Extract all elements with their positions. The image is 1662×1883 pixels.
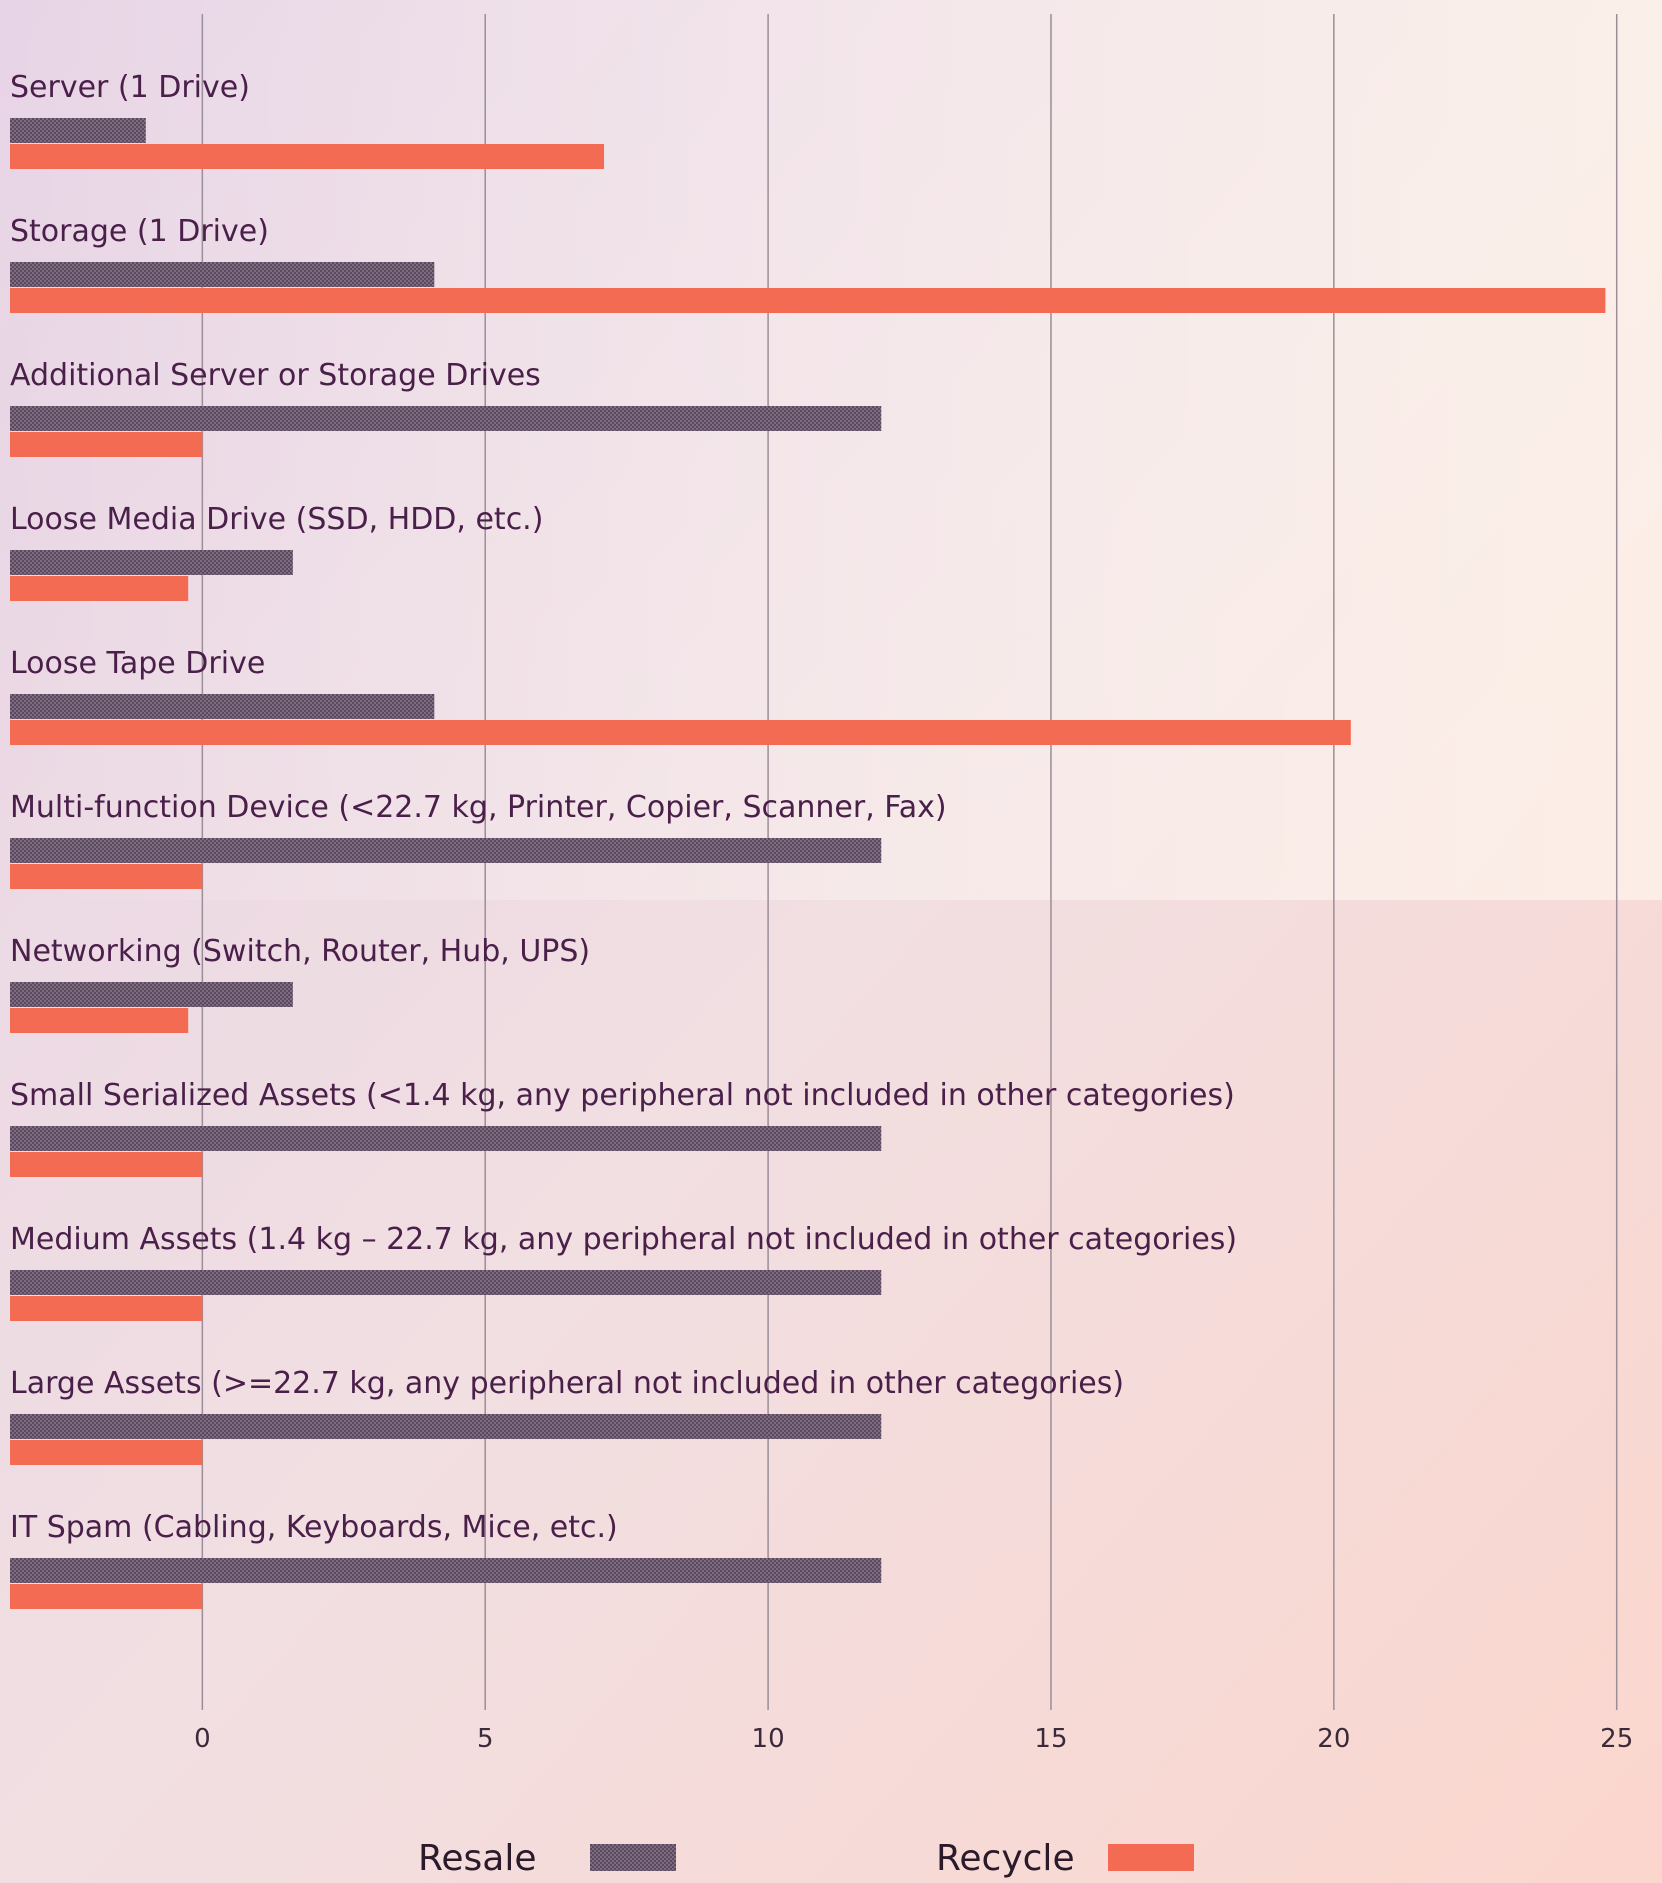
x-tick-label: 15 [1034,1724,1067,1754]
bar [10,694,435,719]
bar [10,288,1606,313]
bar [10,550,293,575]
bar [10,432,203,457]
x-tick-label: 5 [477,1724,494,1754]
category-label: IT Spam (Cabling, Keyboards, Mice, etc.) [10,1510,618,1545]
category-label: Loose Tape Drive [10,646,265,681]
legend-label: Resale [418,1838,537,1879]
bar [10,838,882,863]
bar [10,1296,203,1321]
bar [10,1558,882,1583]
category-label: Storage (1 Drive) [10,214,269,249]
bar [10,720,1351,745]
bar [10,1152,203,1177]
bar [10,1584,203,1609]
category-label: Networking (Switch, Router, Hub, UPS) [10,934,590,969]
bar [10,982,293,1007]
bar [10,406,882,431]
legend-label: Recycle [936,1838,1075,1879]
background-glow [0,0,1662,900]
bar [10,864,203,889]
bar [10,1008,189,1033]
category-label: Server (1 Drive) [10,70,250,105]
bar [10,576,189,601]
bar [10,1270,882,1295]
x-tick-label: 10 [752,1724,785,1754]
x-tick-label: 20 [1317,1724,1350,1754]
bar [10,1126,882,1151]
legend-swatch [590,1844,676,1871]
bar [10,118,146,143]
category-label: Additional Server or Storage Drives [10,358,541,393]
bar [10,144,605,169]
bar [10,1440,203,1465]
category-label: Multi-function Device (<22.7 kg, Printer… [10,790,947,825]
category-label: Small Serialized Assets (<1.4 kg, any pe… [10,1078,1235,1113]
category-label: Medium Assets (1.4 kg – 22.7 kg, any per… [10,1222,1237,1257]
x-tick-label: 0 [194,1724,211,1754]
legend-swatch [1108,1844,1194,1871]
bar [10,262,435,287]
x-tick-label: 25 [1600,1724,1633,1754]
category-label: Large Assets (>=22.7 kg, any peripheral … [10,1366,1124,1401]
bar [10,1414,882,1439]
category-label: Loose Media Drive (SSD, HDD, etc.) [10,502,543,537]
